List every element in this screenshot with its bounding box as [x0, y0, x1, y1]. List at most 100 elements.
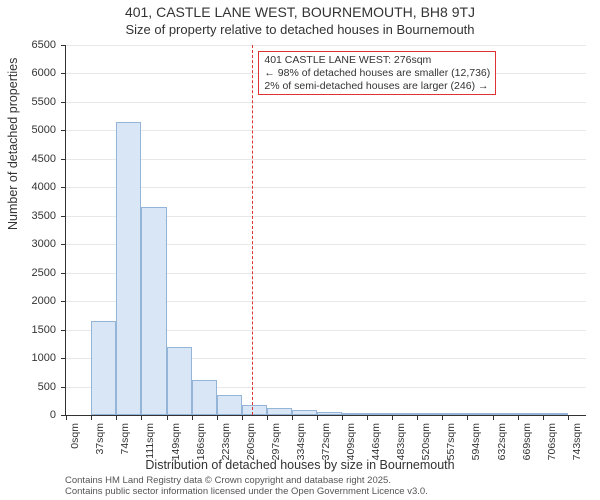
- y-tick-mark: [61, 159, 66, 160]
- x-tick-label: 632sqm: [496, 423, 508, 471]
- histogram-bar: [167, 347, 192, 415]
- y-tick-mark: [61, 73, 66, 74]
- y-tick-mark: [61, 45, 66, 46]
- histogram-bar: [543, 413, 568, 415]
- y-tick-label: 4500: [0, 153, 56, 165]
- y-tick-label: 3500: [0, 210, 56, 222]
- chart-container: 401, CASTLE LANE WEST, BOURNEMOUTH, BH8 …: [0, 0, 600, 500]
- x-tick-label: 149sqm: [170, 423, 182, 471]
- x-tick-mark: [141, 415, 142, 420]
- x-tick-label: 223sqm: [220, 423, 232, 471]
- y-axis-label: Number of detached properties: [6, 58, 20, 230]
- credit-line-2: Contains public sector information licen…: [65, 487, 428, 498]
- x-tick-mark: [417, 415, 418, 420]
- x-tick-label: 186sqm: [195, 423, 207, 471]
- credit-text: Contains HM Land Registry data © Crown c…: [65, 476, 428, 498]
- x-tick-mark: [367, 415, 368, 420]
- y-tick-mark: [61, 216, 66, 217]
- chart-title-sub: Size of property relative to detached ho…: [0, 22, 600, 37]
- histogram-bar: [317, 412, 342, 415]
- x-tick-label: 706sqm: [546, 423, 558, 471]
- y-tick-label: 5000: [0, 124, 56, 136]
- x-tick-label: 260sqm: [245, 423, 257, 471]
- x-tick-label: 334sqm: [295, 423, 307, 471]
- y-tick-mark: [61, 130, 66, 131]
- x-tick-label: 297sqm: [270, 423, 282, 471]
- y-gridline: [66, 159, 586, 160]
- y-tick-mark: [61, 187, 66, 188]
- y-tick-label: 1000: [0, 352, 56, 364]
- x-tick-label: 669sqm: [521, 423, 533, 471]
- histogram-bar: [267, 408, 292, 415]
- histogram-bar: [192, 380, 217, 415]
- histogram-bar: [342, 413, 367, 415]
- x-tick-label: 0sqm: [69, 423, 81, 471]
- x-tick-mark: [242, 415, 243, 420]
- x-tick-label: 372sqm: [320, 423, 332, 471]
- histogram-bar: [242, 405, 267, 415]
- x-tick-label: 37sqm: [94, 423, 106, 471]
- x-tick-mark: [217, 415, 218, 420]
- histogram-bar: [467, 413, 493, 415]
- y-tick-mark: [61, 387, 66, 388]
- y-tick-mark: [61, 244, 66, 245]
- annotation-line-3: 2% of semi-detached houses are larger (2…: [264, 80, 490, 93]
- y-gridline: [66, 45, 586, 46]
- x-tick-mark: [543, 415, 544, 420]
- x-tick-mark: [518, 415, 519, 420]
- x-tick-label: 594sqm: [470, 423, 482, 471]
- x-tick-label: 74sqm: [119, 423, 131, 471]
- x-tick-label: 409sqm: [345, 423, 357, 471]
- y-tick-mark: [61, 273, 66, 274]
- x-tick-mark: [392, 415, 393, 420]
- y-gridline: [66, 102, 586, 103]
- x-tick-mark: [267, 415, 268, 420]
- x-tick-mark: [342, 415, 343, 420]
- x-tick-mark: [91, 415, 92, 420]
- annotation-line-2: ← 98% of detached houses are smaller (12…: [264, 67, 490, 80]
- y-tick-label: 4000: [0, 181, 56, 193]
- histogram-bar: [518, 413, 543, 415]
- x-tick-mark: [317, 415, 318, 420]
- x-tick-mark: [66, 415, 67, 420]
- histogram-bar: [141, 207, 167, 415]
- x-tick-mark: [442, 415, 443, 420]
- x-tick-mark: [467, 415, 468, 420]
- histogram-bar: [417, 413, 442, 415]
- histogram-bar: [442, 413, 467, 415]
- x-tick-label: 111sqm: [144, 423, 156, 471]
- histogram-bar: [292, 410, 318, 415]
- annotation-line-1: 401 CASTLE LANE WEST: 276sqm: [264, 54, 490, 67]
- x-tick-label: 557sqm: [445, 423, 457, 471]
- x-tick-mark: [292, 415, 293, 420]
- x-tick-mark: [167, 415, 168, 420]
- y-tick-mark: [61, 301, 66, 302]
- reference-line: [252, 45, 253, 415]
- annotation-box: 401 CASTLE LANE WEST: 276sqm ← 98% of de…: [258, 51, 496, 95]
- y-tick-label: 3000: [0, 238, 56, 250]
- histogram-bar: [367, 413, 392, 415]
- y-tick-label: 0: [0, 409, 56, 421]
- x-tick-mark: [116, 415, 117, 420]
- y-tick-label: 6500: [0, 39, 56, 51]
- chart-title-main: 401, CASTLE LANE WEST, BOURNEMOUTH, BH8 …: [0, 4, 600, 20]
- x-tick-label: 743sqm: [571, 423, 583, 471]
- x-tick-label: 446sqm: [370, 423, 382, 471]
- y-tick-mark: [61, 102, 66, 103]
- y-tick-mark: [61, 358, 66, 359]
- histogram-bar: [91, 321, 116, 415]
- x-tick-label: 483sqm: [395, 423, 407, 471]
- y-tick-label: 2500: [0, 267, 56, 279]
- y-tick-label: 5500: [0, 96, 56, 108]
- histogram-bar: [116, 122, 141, 415]
- y-gridline: [66, 187, 586, 188]
- histogram-bar: [493, 413, 518, 415]
- histogram-bar: [217, 395, 242, 415]
- x-tick-mark: [493, 415, 494, 420]
- x-tick-label: 520sqm: [420, 423, 432, 471]
- plot-area: 401 CASTLE LANE WEST: 276sqm ← 98% of de…: [65, 45, 586, 416]
- y-tick-label: 500: [0, 381, 56, 393]
- x-tick-mark: [568, 415, 569, 420]
- y-gridline: [66, 130, 586, 131]
- y-tick-label: 2000: [0, 295, 56, 307]
